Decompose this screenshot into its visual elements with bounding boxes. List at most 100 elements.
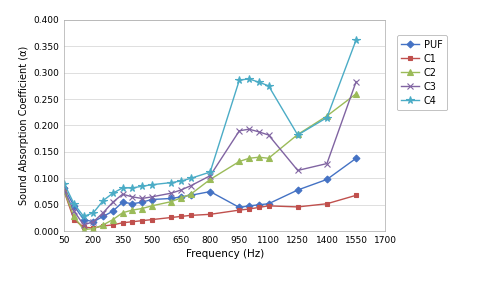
- PUF: [168, 197, 174, 200]
- C4: [188, 177, 194, 180]
- PUF: [120, 201, 125, 204]
- Line: C3: C3: [61, 78, 359, 228]
- C2: [246, 157, 252, 160]
- PUF: [90, 220, 96, 223]
- C3: [61, 188, 67, 192]
- Line: C1: C1: [62, 189, 359, 230]
- C4: [237, 78, 243, 82]
- C4: [129, 186, 135, 190]
- C4: [139, 185, 145, 188]
- C1: [207, 213, 213, 216]
- C3: [188, 184, 194, 188]
- PUF: [100, 215, 106, 218]
- C1: [324, 202, 330, 205]
- C4: [353, 38, 359, 41]
- C2: [100, 223, 106, 227]
- C4: [256, 80, 262, 84]
- C2: [149, 204, 155, 208]
- C2: [207, 178, 213, 181]
- C3: [81, 223, 86, 227]
- C4: [168, 181, 174, 184]
- X-axis label: Frequency (Hz): Frequency (Hz): [186, 249, 264, 259]
- C1: [61, 190, 67, 193]
- PUF: [149, 198, 155, 201]
- C4: [178, 179, 184, 183]
- C2: [295, 133, 301, 136]
- PUF: [246, 204, 252, 208]
- C1: [188, 214, 194, 217]
- C3: [120, 193, 125, 196]
- C3: [353, 80, 359, 83]
- C2: [61, 190, 67, 193]
- C1: [120, 221, 125, 224]
- C1: [353, 193, 359, 197]
- C3: [324, 162, 330, 165]
- C1: [246, 207, 252, 211]
- C1: [100, 224, 106, 228]
- C4: [207, 170, 213, 174]
- C3: [237, 129, 243, 133]
- PUF: [81, 218, 86, 221]
- C4: [61, 182, 67, 185]
- PUF: [207, 190, 213, 193]
- C4: [246, 77, 252, 81]
- C1: [139, 219, 145, 222]
- Line: C4: C4: [60, 36, 360, 220]
- C1: [266, 204, 272, 208]
- C2: [168, 200, 174, 203]
- PUF: [178, 195, 184, 199]
- Y-axis label: Sound Absorption Coefficient (α): Sound Absorption Coefficient (α): [19, 46, 29, 205]
- C3: [246, 127, 252, 131]
- C4: [100, 199, 106, 202]
- C2: [71, 215, 77, 218]
- C3: [295, 169, 301, 172]
- C1: [237, 208, 243, 212]
- C3: [207, 174, 213, 177]
- PUF: [237, 206, 243, 209]
- C2: [188, 193, 194, 196]
- Line: C2: C2: [61, 91, 359, 232]
- C1: [256, 206, 262, 209]
- PUF: [61, 186, 67, 190]
- C2: [120, 211, 125, 214]
- C4: [149, 183, 155, 186]
- C1: [110, 223, 116, 227]
- C2: [324, 114, 330, 118]
- C2: [256, 156, 262, 159]
- C4: [295, 133, 301, 137]
- PUF: [353, 157, 359, 160]
- C2: [139, 207, 145, 210]
- C3: [168, 191, 174, 195]
- C2: [129, 208, 135, 212]
- C1: [81, 225, 86, 229]
- C4: [81, 215, 86, 218]
- C1: [90, 226, 96, 230]
- PUF: [129, 202, 135, 205]
- C3: [149, 195, 155, 199]
- C4: [120, 186, 125, 190]
- C3: [266, 133, 272, 137]
- C1: [149, 218, 155, 221]
- C3: [100, 211, 106, 214]
- PUF: [256, 203, 262, 206]
- C3: [139, 197, 145, 200]
- C4: [324, 116, 330, 119]
- C4: [71, 202, 77, 205]
- C1: [178, 215, 184, 218]
- C2: [81, 228, 86, 231]
- C4: [266, 84, 272, 87]
- C1: [168, 216, 174, 219]
- C1: [71, 218, 77, 221]
- C2: [266, 157, 272, 160]
- C4: [90, 211, 96, 214]
- Legend: PUF, C1, C2, C3, C4: PUF, C1, C2, C3, C4: [397, 35, 448, 111]
- C4: [110, 191, 116, 195]
- C2: [353, 92, 359, 95]
- C3: [71, 210, 77, 213]
- C3: [110, 201, 116, 204]
- C2: [110, 218, 116, 221]
- C3: [90, 220, 96, 223]
- C2: [178, 196, 184, 200]
- PUF: [324, 178, 330, 181]
- C3: [178, 188, 184, 192]
